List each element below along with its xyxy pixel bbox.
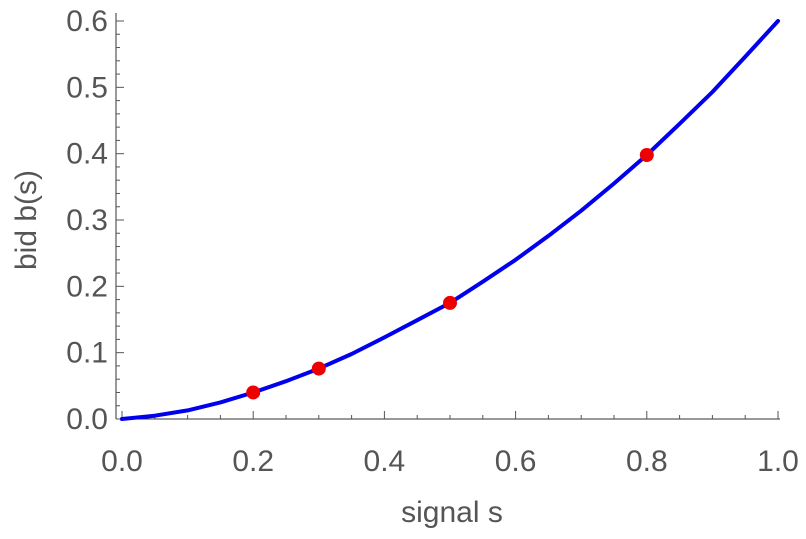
series-layer (120, 19, 780, 421)
y-tick-label: 0.6 (66, 5, 108, 38)
tick-labels: 0.0 0.2 0.4 0.6 0.8 1.0 0.0 0.1 0.2 0.3 0.4 0.5 0.6 (66, 5, 799, 478)
data-point (311, 361, 326, 376)
y-tick-label: 0.0 (66, 403, 108, 436)
y-tick-label: 0.1 (66, 337, 108, 370)
x-tick-label: 0.6 (495, 445, 537, 478)
data-point (639, 147, 654, 162)
x-axis-title: signal s (401, 496, 503, 529)
series-line (120, 19, 780, 421)
x-tick-label: 0.8 (626, 445, 668, 478)
ticks (116, 20, 779, 420)
y-axis-title: bid b(s) (10, 170, 43, 270)
x-tick-label: 0.2 (232, 445, 274, 478)
y-tick-label: 0.5 (66, 71, 108, 104)
y-tick-label: 0.4 (66, 138, 108, 171)
x-tick-label: 1.0 (757, 445, 799, 478)
y-tick-label: 0.2 (66, 270, 108, 303)
axes (115, 13, 780, 420)
data-point (443, 295, 457, 310)
x-tick-label: 0.4 (364, 445, 406, 478)
y-tick-label: 0.3 (66, 204, 108, 237)
data-point (246, 385, 261, 400)
x-tick-label: 0.0 (101, 445, 143, 478)
